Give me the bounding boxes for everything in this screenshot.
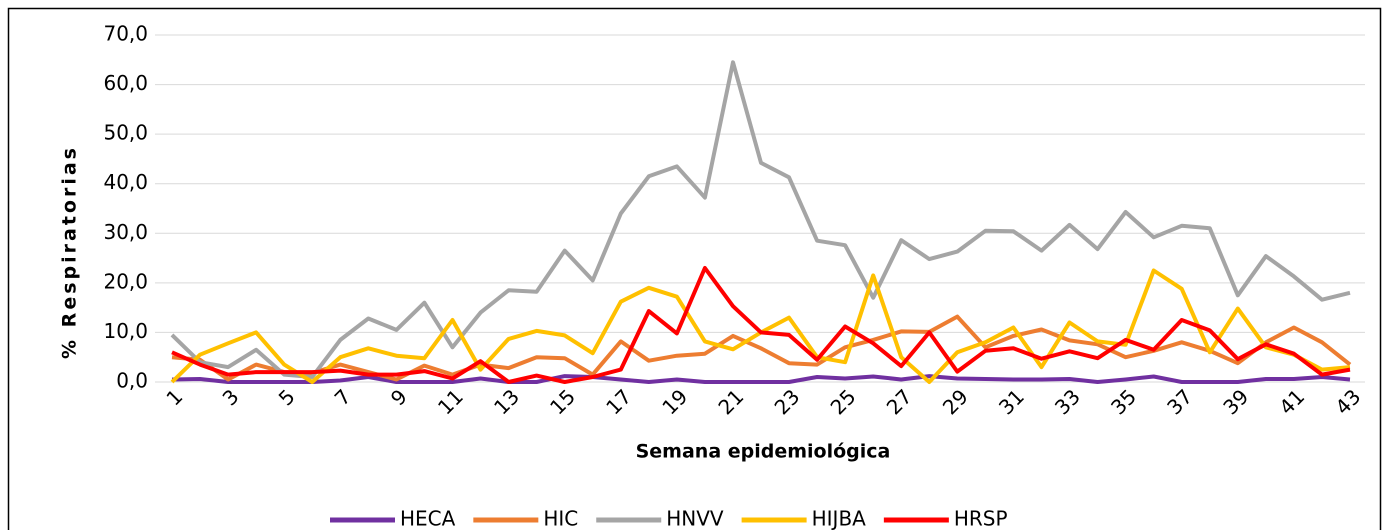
- y-tick-label: 20,0: [103, 269, 148, 293]
- y-tick-label: 30,0: [103, 220, 148, 244]
- legend-label: HNVV: [666, 507, 724, 530]
- y-tick-label: 70,0: [103, 22, 148, 46]
- y-tick-label: 10,0: [103, 319, 148, 343]
- series-line: [171, 266, 1351, 384]
- x-axis-title: Semana epidemiológica: [636, 441, 891, 463]
- y-tick-label: 0,0: [116, 369, 148, 393]
- legend-label: HIC: [543, 507, 578, 530]
- y-tick-label: 40,0: [103, 170, 148, 194]
- y-tick-label: 60,0: [103, 71, 148, 95]
- y-tick-label: 50,0: [103, 121, 148, 145]
- legend-label: HIJBA: [812, 507, 867, 530]
- chart-frame: [7, 7, 1382, 530]
- legend-label: HECA: [400, 507, 456, 530]
- y-axis-title: % Respiratorias: [59, 145, 81, 359]
- series-line: [171, 374, 1351, 384]
- series-line: [170, 60, 1351, 379]
- legend-label: HRSP: [954, 507, 1008, 530]
